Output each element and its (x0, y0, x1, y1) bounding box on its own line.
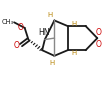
Text: HN: HN (38, 28, 50, 37)
Text: H: H (50, 60, 55, 66)
Text: CH₃: CH₃ (2, 19, 14, 25)
Text: H: H (71, 50, 77, 56)
Text: H: H (48, 12, 53, 18)
Text: H: H (71, 21, 77, 27)
Text: O: O (14, 41, 20, 50)
Text: O: O (96, 40, 102, 49)
Text: O: O (18, 23, 24, 32)
Text: O: O (96, 28, 102, 37)
